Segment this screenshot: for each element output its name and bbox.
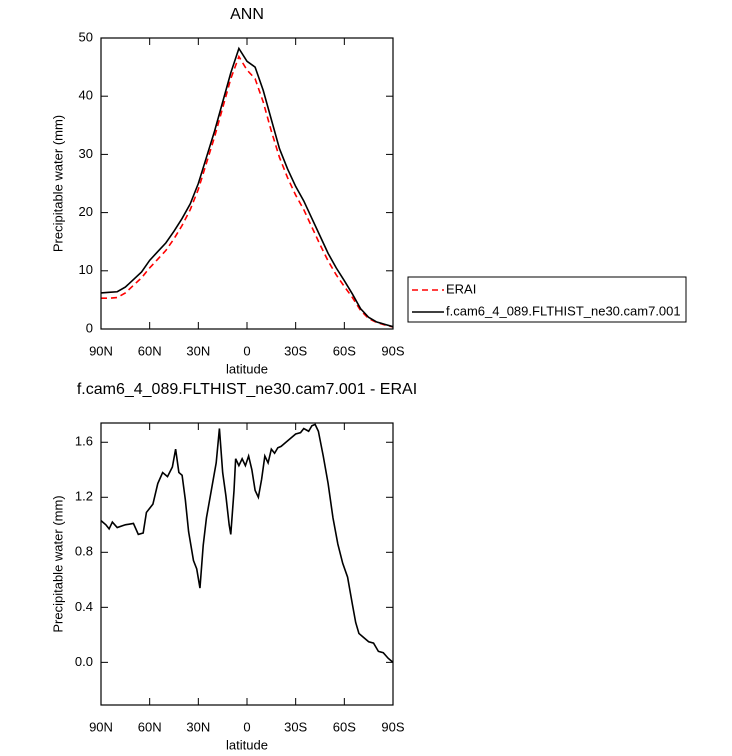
data-line (101, 54, 394, 328)
y-tick-label: 1.6 (75, 434, 93, 449)
legend-box (407, 276, 687, 323)
x-axis-label: latitude (226, 737, 268, 752)
y-tick-label: 0.4 (75, 599, 93, 614)
legend-label: f.cam6_4_089.FLTHIST_ne30.cam7.001 (446, 303, 681, 318)
y-tick-label: 30 (79, 146, 93, 161)
y-tick-label: 1.2 (75, 489, 93, 504)
data-line (100, 46, 394, 328)
x-tick-label: 60N (138, 343, 162, 358)
x-tick-label: 30N (186, 719, 210, 734)
y-tick-label: 0 (86, 320, 93, 335)
x-tick-label: 60N (138, 719, 162, 734)
x-tick-label: 60S (333, 719, 356, 734)
x-tick-label: 30N (186, 343, 210, 358)
x-tick-label: 90S (381, 719, 404, 734)
x-tick-label: 0 (243, 719, 250, 734)
y-tick-label: 0.8 (75, 544, 93, 559)
x-tick-label: 0 (243, 343, 250, 358)
x-tick-label: 60S (333, 343, 356, 358)
x-tick-label: 90N (89, 343, 113, 358)
legend-label: ERAI (446, 281, 476, 296)
y-tick-label: 0.0 (75, 654, 93, 669)
y-axis-label: Precipitable water (mm) (50, 495, 65, 632)
chart-title: f.cam6_4_089.FLTHIST_ne30.cam7.001 - ERA… (77, 381, 417, 398)
chart-title: ANN (230, 6, 264, 23)
y-tick-label: 50 (79, 29, 93, 44)
plot-frame (100, 37, 394, 330)
plot-frame (100, 422, 394, 706)
x-axis-label: latitude (226, 361, 268, 376)
y-tick-label: 20 (79, 204, 93, 219)
y-tick-label: 40 (79, 88, 93, 103)
x-tick-label: 30S (284, 719, 307, 734)
x-tick-label: 90S (381, 343, 404, 358)
x-tick-label: 90N (89, 719, 113, 734)
data-line (100, 423, 394, 663)
y-tick-label: 10 (79, 262, 93, 277)
y-axis-label: Precipitable water (mm) (50, 115, 65, 252)
x-tick-label: 30S (284, 343, 307, 358)
